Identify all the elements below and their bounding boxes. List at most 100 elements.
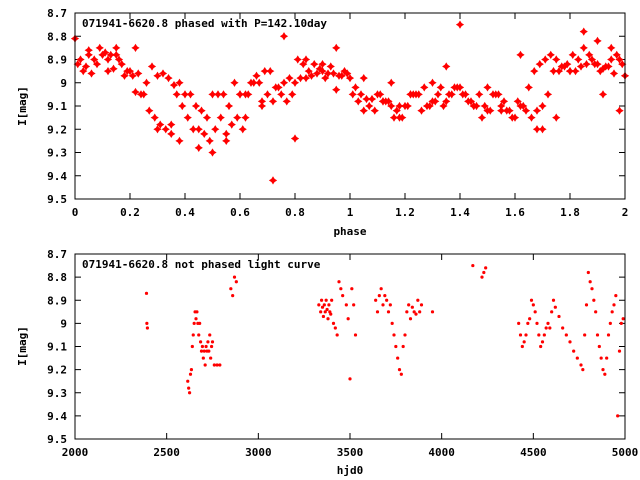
data-point <box>579 363 583 367</box>
x-tick-label: 0.6 <box>230 206 250 219</box>
data-point <box>351 83 360 92</box>
x-tick-label: 2 <box>622 206 629 219</box>
data-point <box>533 310 537 314</box>
x-tick-label: 0.2 <box>120 206 140 219</box>
data-point <box>535 321 539 325</box>
data-point <box>180 90 190 99</box>
data-point <box>203 363 207 367</box>
data-point <box>304 66 313 76</box>
chart-title-top: 071941-6620.8 phased with P=142.10day <box>82 17 327 30</box>
data-point <box>120 71 129 80</box>
data-point <box>350 287 354 291</box>
data-points-bottom <box>144 263 625 418</box>
data-point <box>117 60 126 69</box>
data-point <box>279 32 289 41</box>
data-point <box>582 60 591 69</box>
data-point <box>252 71 261 80</box>
data-point <box>87 69 96 78</box>
data-point <box>234 280 238 284</box>
data-point <box>579 27 588 36</box>
data-point <box>204 344 208 349</box>
x-tick-label: 1.8 <box>560 206 580 219</box>
data-point <box>543 90 553 99</box>
data-point <box>341 294 345 298</box>
data-point <box>499 97 509 106</box>
data-point <box>616 414 620 418</box>
data-point <box>528 317 532 321</box>
unphased-light-curve-panel: 8.7 8.8 8.9 9 9.1 9.2 9.3 9.4 9.5 2000 2500 3000 35… <box>16 248 638 477</box>
y-tick-label: 8.9 <box>47 294 67 307</box>
data-point <box>524 83 533 92</box>
data-point <box>178 101 187 111</box>
data-point <box>327 303 331 307</box>
data-point <box>339 287 343 291</box>
data-point <box>131 43 140 53</box>
data-point <box>187 391 192 395</box>
data-point <box>307 71 316 80</box>
data-point <box>230 78 239 87</box>
data-point <box>609 69 619 78</box>
data-point <box>359 73 368 83</box>
data-point <box>386 310 391 314</box>
x-tick-label: 4500 <box>520 446 547 459</box>
data-point <box>436 83 445 92</box>
data-point <box>167 120 176 129</box>
data-point <box>345 73 355 83</box>
data-point <box>187 386 191 390</box>
data-point <box>215 363 219 367</box>
data-point <box>519 101 528 111</box>
data-point <box>106 50 115 59</box>
data-point <box>603 372 607 376</box>
data-point <box>615 106 624 115</box>
data-point <box>464 97 473 106</box>
data-point <box>575 356 579 360</box>
data-point <box>142 78 151 87</box>
data-point <box>317 303 321 307</box>
data-point <box>576 62 586 71</box>
data-point <box>471 263 475 268</box>
y-tick-labels-bottom: 8.7 8.8 8.9 9 9.1 9.2 9.3 9.4 9.5 <box>47 248 67 446</box>
x-tick-label: 2500 <box>153 446 180 459</box>
data-point <box>318 60 327 69</box>
data-point <box>596 66 605 76</box>
data-point <box>244 90 253 99</box>
data-point <box>483 106 492 115</box>
data-point <box>156 120 165 129</box>
data-point <box>329 69 338 78</box>
data-point <box>255 78 264 87</box>
x-tick-labels-top: 0 0.2 0.4 0.6 0.8 1 1.2 1.4 1.6 1.8 2 <box>72 206 629 219</box>
data-point <box>378 97 388 106</box>
data-point <box>238 125 247 134</box>
data-point <box>335 333 339 337</box>
data-point <box>542 333 546 337</box>
data-point <box>522 340 526 344</box>
data-point <box>518 333 523 337</box>
data-point <box>301 73 311 83</box>
x-axis-label-bottom: hjd0 <box>337 464 364 477</box>
y-tick-label: 9.5 <box>47 433 67 446</box>
data-point <box>198 321 202 325</box>
data-point <box>211 125 220 134</box>
data-point <box>319 298 324 302</box>
data-point <box>191 101 201 111</box>
data-point <box>123 66 132 76</box>
data-point <box>194 143 203 152</box>
data-point <box>330 298 334 302</box>
data-point <box>376 90 385 99</box>
data-point <box>218 363 222 367</box>
data-point <box>561 326 565 330</box>
y-tick-label: 9.4 <box>47 170 67 183</box>
data-point <box>216 113 225 122</box>
data-point <box>257 101 267 111</box>
data-point <box>268 176 278 185</box>
data-point <box>208 148 217 157</box>
data-point <box>375 310 380 314</box>
data-point <box>319 310 323 314</box>
data-point <box>397 368 402 372</box>
data-point <box>296 73 305 83</box>
data-point <box>594 310 598 314</box>
data-point <box>290 78 300 87</box>
data-point <box>189 125 198 134</box>
data-point <box>420 83 429 92</box>
